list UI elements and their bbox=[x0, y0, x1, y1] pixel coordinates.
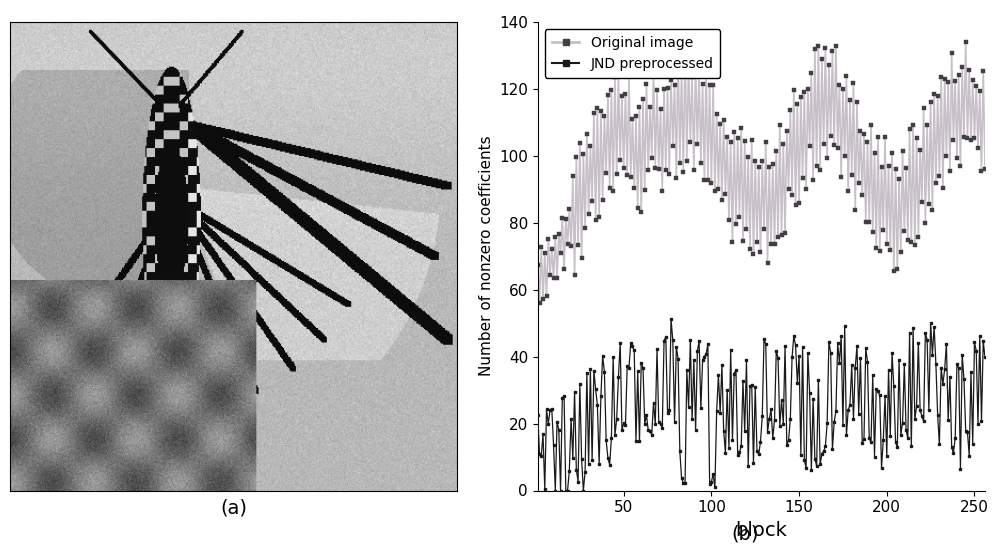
Y-axis label: Number of nonzero coefficients: Number of nonzero coefficients bbox=[479, 136, 494, 377]
Legend: Original image, JND preprocessed: Original image, JND preprocessed bbox=[545, 29, 720, 77]
X-axis label: block: block bbox=[735, 521, 787, 540]
Text: (b): (b) bbox=[731, 524, 759, 543]
X-axis label: (a): (a) bbox=[220, 499, 247, 518]
